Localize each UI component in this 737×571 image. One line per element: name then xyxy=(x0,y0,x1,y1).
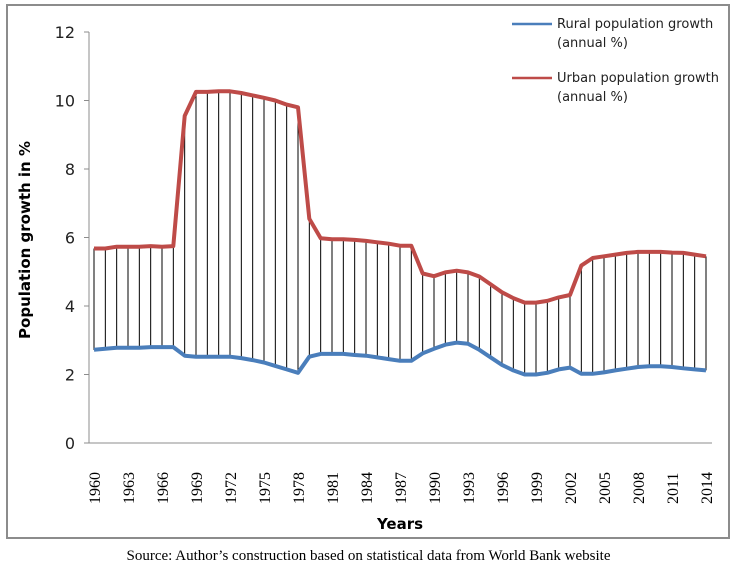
x-tick-label: 1978 xyxy=(291,472,308,504)
y-tick-label: 10 xyxy=(55,92,75,111)
x-tick-label: 1984 xyxy=(359,472,376,504)
x-tick-label: 2005 xyxy=(597,472,614,504)
x-axis-title: Years xyxy=(376,515,423,533)
y-tick-label: 4 xyxy=(65,297,75,316)
chart-frame xyxy=(6,4,730,539)
x-tick-label: 2008 xyxy=(631,472,648,504)
x-tick-label: 1990 xyxy=(427,472,444,504)
legend: Rural population growth (annual %) Urban… xyxy=(512,17,719,105)
series-lines xyxy=(93,89,707,377)
legend-urban-label-2: (annual %) xyxy=(557,90,628,105)
x-tick-label: 1960 xyxy=(87,472,104,504)
drop-lines xyxy=(93,91,707,375)
legend-rural-label-2: (annual %) xyxy=(557,36,628,51)
legend-urban-label: Urban population growth xyxy=(557,71,719,86)
x-tick-label: 1999 xyxy=(529,472,546,504)
x-tick-label: 1963 xyxy=(121,472,138,504)
y-tick-label: 12 xyxy=(55,23,75,42)
x-tick-label: 1981 xyxy=(325,472,342,504)
x-tick-label: 1969 xyxy=(189,472,206,504)
x-tick-label: 2002 xyxy=(563,472,580,504)
x-ticks: 1960 1963 1966 1969 1972 1975 1978 1981 1984 1987… xyxy=(87,472,716,504)
x-tick-label: 1966 xyxy=(155,472,172,504)
x-tick-label: 2011 xyxy=(665,473,682,504)
x-tick-label: 1993 xyxy=(461,472,478,504)
urban-growth-line xyxy=(94,89,707,305)
x-tick-label: 1987 xyxy=(393,472,410,504)
rural-growth-line xyxy=(93,340,707,377)
y-tick-label: 6 xyxy=(65,229,75,248)
x-tick-label: 1996 xyxy=(495,472,512,504)
y-tick-label: 2 xyxy=(65,366,75,385)
x-tick-label: 1975 xyxy=(257,472,274,504)
y-tick-label: 8 xyxy=(65,160,75,179)
legend-rural-label: Rural population growth xyxy=(557,17,713,32)
y-axis-title: Population growth in % xyxy=(16,141,34,339)
x-tick-label: 1972 xyxy=(223,472,240,504)
y-tick-label: 0 xyxy=(65,434,75,453)
y-ticks: 0 2 4 6 8 10 12 xyxy=(55,23,89,453)
x-tick-label: 2014 xyxy=(699,472,716,504)
source-caption: Source: Author’s construction based on s… xyxy=(126,548,611,564)
